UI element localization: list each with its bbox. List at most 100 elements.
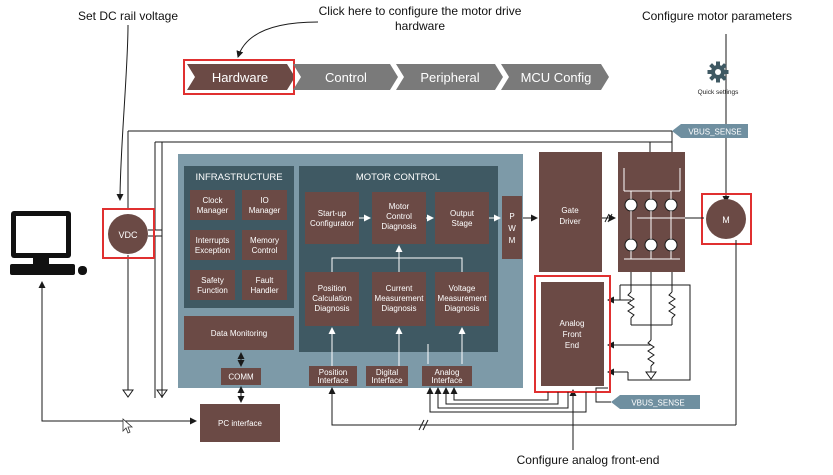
svg-text:Motor: Motor bbox=[389, 202, 410, 211]
svg-text:P: P bbox=[509, 212, 514, 221]
svg-text:Voltage: Voltage bbox=[449, 284, 476, 293]
svg-text:Safety: Safety bbox=[201, 276, 224, 285]
svg-text:Interface: Interface bbox=[317, 376, 349, 385]
svg-text:Output: Output bbox=[450, 209, 475, 218]
vdc-source[interactable]: VDC bbox=[108, 214, 148, 254]
voltage-measurement-diagnosis-block[interactable]: Voltage Measurement Diagnosis bbox=[435, 272, 489, 326]
svg-text:Interrupts: Interrupts bbox=[196, 236, 230, 245]
output-stage-block[interactable]: Output Stage bbox=[435, 192, 489, 244]
svg-text:Clock: Clock bbox=[202, 196, 223, 205]
motor[interactable]: M bbox=[706, 199, 746, 239]
vdc-label: VDC bbox=[118, 230, 138, 240]
svg-text:Diagnosis: Diagnosis bbox=[381, 304, 416, 313]
computer-pc-link bbox=[38, 281, 197, 425]
startup-configurator-block[interactable]: Start-up Configurator bbox=[305, 192, 359, 244]
quick-settings-button[interactable]: Quick settings bbox=[698, 61, 740, 97]
tab-peripheral[interactable]: Peripheral bbox=[396, 64, 503, 90]
vbus-sense-top-label: VBUS_SENSE bbox=[688, 128, 741, 137]
svg-text:Exception: Exception bbox=[195, 246, 230, 255]
infra-cell-clock-manager[interactable]: Clock Manager bbox=[190, 190, 235, 220]
annotation-arrow-vdc bbox=[116, 24, 129, 201]
mouse-cursor-icon bbox=[122, 418, 134, 434]
svg-text:Data Monitoring: Data Monitoring bbox=[211, 329, 267, 338]
infra-cell-fault-handler[interactable]: Fault Handler bbox=[242, 270, 287, 300]
comm-block[interactable]: COMM bbox=[221, 368, 261, 385]
svg-text:COMM: COMM bbox=[228, 373, 254, 382]
tab-peripheral-label: Peripheral bbox=[420, 70, 479, 85]
svg-text:Driver: Driver bbox=[559, 217, 581, 226]
digital-interface-block[interactable]: Digital Interface bbox=[366, 366, 408, 386]
tab-hardware[interactable]: Hardware bbox=[187, 64, 295, 90]
svg-text:Analog: Analog bbox=[435, 368, 460, 377]
svg-text:Fault: Fault bbox=[256, 276, 275, 285]
bridge-wiring bbox=[623, 168, 695, 260]
infrastructure-title: INFRASTRUCTURE bbox=[195, 172, 282, 183]
svg-text:Configurator: Configurator bbox=[310, 219, 354, 228]
motor-control-diagnosis-block[interactable]: Motor Control Diagnosis bbox=[372, 192, 426, 244]
svg-text:IO: IO bbox=[260, 196, 268, 205]
afe-to-analog-interface-links bbox=[426, 387, 587, 413]
infra-cell-memory-control[interactable]: Memory Control bbox=[242, 230, 287, 260]
svg-text:Current: Current bbox=[386, 284, 413, 293]
position-interface-block[interactable]: Position Interface bbox=[309, 366, 357, 386]
svg-text:Gate: Gate bbox=[561, 206, 579, 215]
annotation-afe: Configure analog front-end bbox=[517, 453, 660, 467]
vbus-sense-top-tag: VBUS_SENSE bbox=[672, 124, 748, 138]
svg-text:Diagnosis: Diagnosis bbox=[444, 304, 479, 313]
annotation-hardware-line2: hardware bbox=[395, 19, 445, 33]
svg-text:Stage: Stage bbox=[452, 219, 473, 228]
computer-icon bbox=[10, 211, 87, 275]
analog-front-end-block[interactable]: Analog Front End bbox=[541, 282, 604, 386]
svg-text:Control: Control bbox=[252, 246, 278, 255]
current-measurement-diagnosis-block[interactable]: Current Measurement Diagnosis bbox=[372, 272, 426, 326]
svg-text:Position: Position bbox=[319, 368, 347, 377]
bus-slash-marks bbox=[604, 213, 613, 223]
motor-highlight-box bbox=[701, 193, 752, 245]
motor-control-internal-arrows bbox=[328, 214, 501, 376]
svg-text:Digital: Digital bbox=[376, 368, 398, 377]
svg-text:Position: Position bbox=[318, 284, 346, 293]
infra-cell-safety-function[interactable]: Safety Function bbox=[190, 270, 235, 300]
quick-settings-label: Quick settings bbox=[698, 89, 740, 96]
svg-text:Handler: Handler bbox=[250, 286, 278, 295]
svg-text:End: End bbox=[565, 341, 579, 350]
motor-control-title: MOTOR CONTROL bbox=[356, 172, 440, 183]
shunt-resistors bbox=[619, 272, 691, 381]
infra-cell-interrupts-exception[interactable]: Interrupts Exception bbox=[190, 230, 235, 260]
svg-text:Interface: Interface bbox=[371, 376, 403, 385]
infra-cell-io-manager[interactable]: IO Manager bbox=[242, 190, 287, 220]
tab-hardware-label: Hardware bbox=[212, 70, 268, 85]
svg-text:Calculation: Calculation bbox=[312, 294, 352, 303]
svg-text:Diagnosis: Diagnosis bbox=[314, 304, 349, 313]
pwm-block[interactable]: P W M bbox=[502, 196, 522, 259]
tab-mcu-config-label: MCU Config bbox=[521, 70, 592, 85]
svg-text:Measurement: Measurement bbox=[375, 294, 425, 303]
vbus-sense-bottom-label: VBUS_SENSE bbox=[631, 399, 684, 408]
motor-label: M bbox=[722, 215, 730, 225]
annotation-motor-params: Configure motor parameters bbox=[642, 9, 792, 23]
svg-text:Interface: Interface bbox=[431, 376, 463, 385]
vbus-sense-bottom-tag: VBUS_SENSE bbox=[611, 395, 700, 409]
analog-interface-block[interactable]: Analog Interface bbox=[422, 366, 472, 386]
tab-control-label: Control bbox=[325, 70, 367, 85]
ground-symbols bbox=[122, 255, 168, 398]
svg-text:Manager: Manager bbox=[249, 206, 281, 215]
svg-text:Measurement: Measurement bbox=[438, 294, 488, 303]
annotation-dc-rail: Set DC rail voltage bbox=[78, 9, 178, 23]
hardware-highlight-box bbox=[183, 59, 295, 95]
pc-interface-block[interactable]: PC interface bbox=[200, 404, 280, 442]
afe-sense-arrows bbox=[328, 240, 737, 431]
svg-text:Control: Control bbox=[386, 212, 412, 221]
svg-text:Start-up: Start-up bbox=[318, 209, 347, 218]
position-calculation-diagnosis-block[interactable]: Position Calculation Diagnosis bbox=[305, 272, 359, 326]
annotation-arrow-hardware bbox=[236, 21, 319, 58]
annotation-hardware-line1: Click here to configure the motor drive bbox=[319, 4, 522, 18]
tab-mcu-config[interactable]: MCU Config bbox=[501, 64, 609, 90]
tab-control[interactable]: Control bbox=[293, 64, 398, 90]
gear-icon bbox=[707, 61, 729, 83]
data-monitoring-block[interactable]: Data Monitoring bbox=[184, 316, 294, 350]
svg-text:M: M bbox=[509, 236, 516, 245]
svg-text:Memory: Memory bbox=[250, 236, 279, 245]
gate-driver-block[interactable]: Gate Driver bbox=[539, 152, 602, 272]
